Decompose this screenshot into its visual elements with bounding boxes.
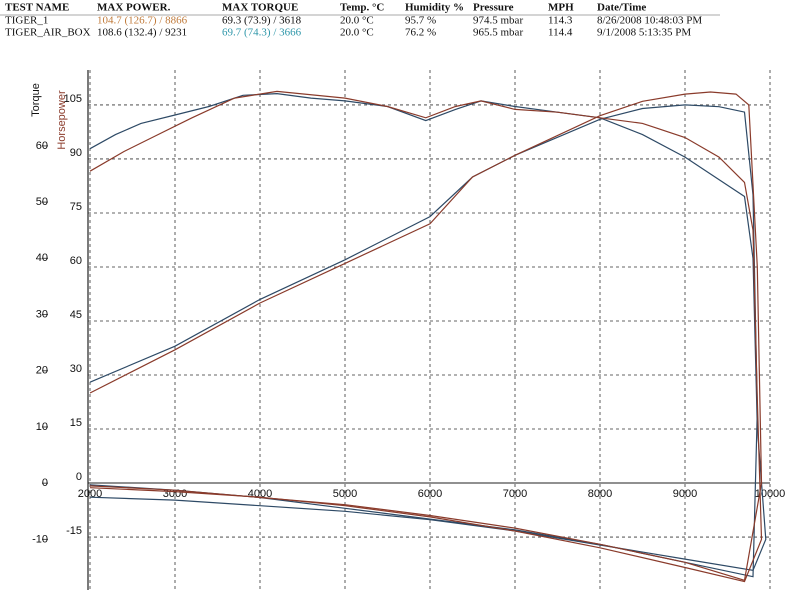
- x-tick-label: 8000: [588, 488, 612, 500]
- column-header: MAX TORQUE: [222, 2, 298, 14]
- table-cell: 76.2 %: [405, 27, 436, 39]
- y-tick-label: 20: [36, 365, 48, 377]
- curve: [89, 90, 763, 583]
- table-cell: 9/1/2008 5:13:35 PM: [597, 27, 691, 39]
- table-cell: 104.7 (126.7) / 8866: [97, 15, 188, 27]
- column-header: MPH: [548, 2, 574, 14]
- table-cell: 69.7 (74.3) / 3666: [222, 27, 302, 39]
- y-tick-label: 10: [36, 421, 48, 433]
- column-header: Pressure: [473, 2, 514, 14]
- curve: [89, 104, 758, 578]
- table-cell: 20.0 °C: [340, 15, 374, 27]
- y-tick-label: -10: [32, 533, 48, 545]
- table-cell: 965.5 mbar: [473, 27, 523, 39]
- column-header: TEST NAME: [5, 2, 69, 14]
- column-header: Temp. °C: [340, 2, 384, 14]
- curve: [89, 91, 763, 582]
- y-tick-label: 60: [36, 140, 48, 152]
- table-cell: 974.5 mbar: [473, 15, 523, 27]
- y-tick-label: 50: [36, 196, 48, 208]
- table-cell: 114.4: [548, 27, 573, 39]
- y2-axis-title: Horsepower: [56, 90, 68, 150]
- y-axis-title: Torque: [30, 83, 42, 117]
- y2-tick-label: 90: [70, 147, 82, 159]
- table-cell: TIGER_AIR_BOX: [5, 27, 91, 39]
- y-tick-label: 30: [36, 308, 48, 320]
- y2-tick-label: 15: [70, 417, 82, 429]
- column-header: Date/Time: [597, 2, 646, 14]
- y2-tick-label: 0: [76, 471, 82, 483]
- x-tick-label: 6000: [418, 488, 442, 500]
- table-cell: 69.3 (73.9) / 3618: [222, 15, 302, 27]
- x-tick-label: 2000: [78, 488, 102, 500]
- column-header: Humidity %: [405, 2, 464, 14]
- y2-tick-label: 105: [64, 93, 82, 105]
- x-tick-label: 5000: [333, 488, 357, 500]
- x-tick-label: 7000: [503, 488, 527, 500]
- table-cell: 95.7 %: [405, 15, 436, 27]
- y2-tick-label: 75: [70, 201, 82, 213]
- y2-tick-label: 60: [70, 255, 82, 267]
- table-cell: 108.6 (132.4) / 9231: [97, 27, 187, 39]
- y-tick-label: 40: [36, 252, 48, 264]
- y2-tick-label: -15: [66, 525, 82, 537]
- y-tick-label: 0: [42, 477, 48, 489]
- x-tick-label: 9000: [673, 488, 697, 500]
- table-cell: 114.3: [548, 15, 573, 27]
- y2-tick-label: 30: [70, 363, 82, 375]
- table-cell: 8/26/2008 10:48:03 PM: [597, 15, 702, 27]
- table-cell: TIGER_1: [5, 15, 48, 27]
- table-cell: 20.0 °C: [340, 27, 374, 39]
- y2-tick-label: 45: [70, 309, 82, 321]
- column-header: MAX POWER.: [97, 2, 171, 14]
